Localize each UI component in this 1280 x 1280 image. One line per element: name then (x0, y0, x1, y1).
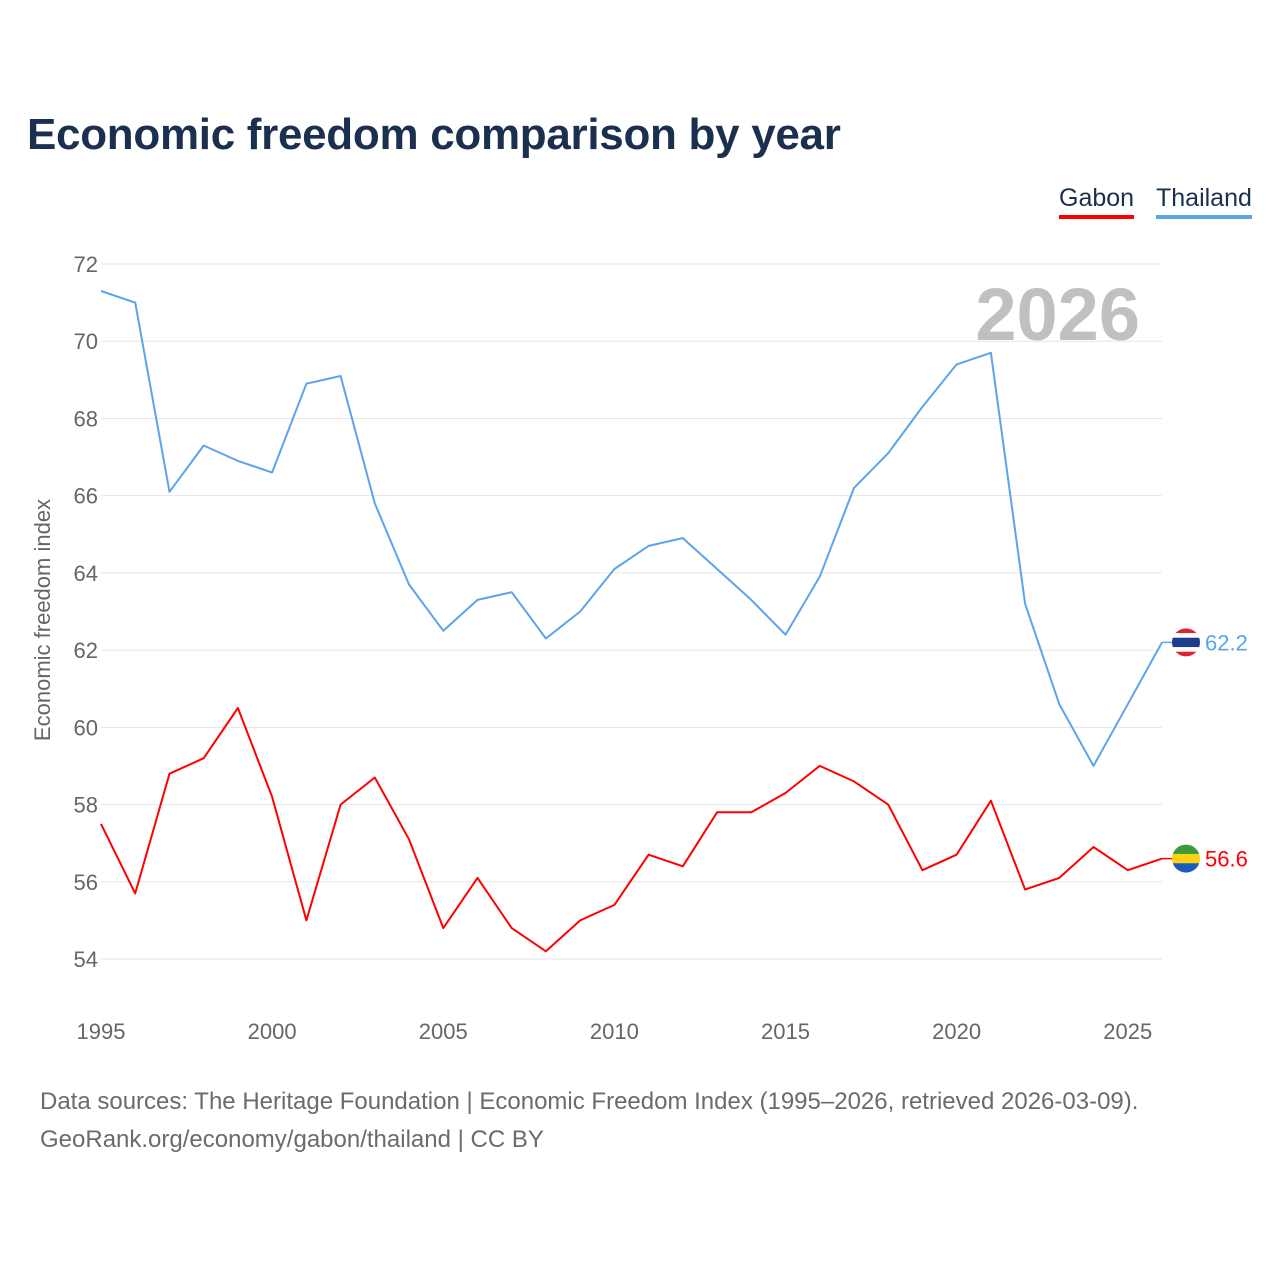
flag-gabon-icon (1172, 844, 1200, 873)
flag-stripe (1172, 628, 1200, 634)
year-watermark: 2026 (975, 273, 1140, 356)
y-tick-label: 58 (74, 793, 98, 818)
legend-gabon[interactable]: Gabon (1059, 184, 1135, 219)
chart-title: Economic freedom comparison by year (27, 110, 841, 159)
x-tick-label: 2000 (248, 1019, 297, 1044)
end-value-label: 62.2 (1205, 630, 1248, 655)
y-tick-label: 72 (74, 252, 98, 277)
y-tick-label: 62 (74, 638, 98, 663)
y-axis-label: Economic freedom index (30, 499, 55, 741)
x-tick-label: 1995 (77, 1019, 126, 1044)
flag-stripe (1172, 651, 1200, 657)
x-tick-label: 2025 (1103, 1019, 1152, 1044)
flag-stripe (1172, 647, 1200, 653)
y-tick-label: 54 (74, 947, 98, 972)
series-line-thailand (100, 290, 1163, 767)
legend-thailand[interactable]: Thailand (1156, 184, 1252, 219)
flag-stripe (1172, 637, 1200, 648)
flag-stripe (1172, 853, 1200, 864)
y-tick-label: 56 (74, 870, 98, 895)
flag-thailand-icon (1172, 628, 1200, 657)
y-tick-label: 64 (74, 561, 98, 586)
y-tick-label: 68 (74, 406, 98, 431)
x-tick-label: 2010 (590, 1019, 639, 1044)
y-tick-label: 70 (74, 329, 98, 354)
x-tick-label: 2015 (761, 1019, 810, 1044)
footer-link[interactable]: GeoRank.org/economy/gabon/thailand | CC … (40, 1126, 544, 1153)
y-tick-label: 66 (74, 484, 98, 509)
flag-stripe (1172, 844, 1200, 855)
y-tick-label: 60 (74, 715, 98, 740)
footer-sources: Data sources: The Heritage Foundation | … (40, 1088, 1139, 1115)
flag-stripe (1172, 633, 1200, 639)
flag-stripe (1172, 863, 1200, 873)
series-line-gabon (100, 707, 1163, 953)
end-value-label: 56.6 (1205, 847, 1248, 872)
x-tick-label: 2020 (932, 1019, 981, 1044)
x-tick-label: 2005 (419, 1019, 468, 1044)
